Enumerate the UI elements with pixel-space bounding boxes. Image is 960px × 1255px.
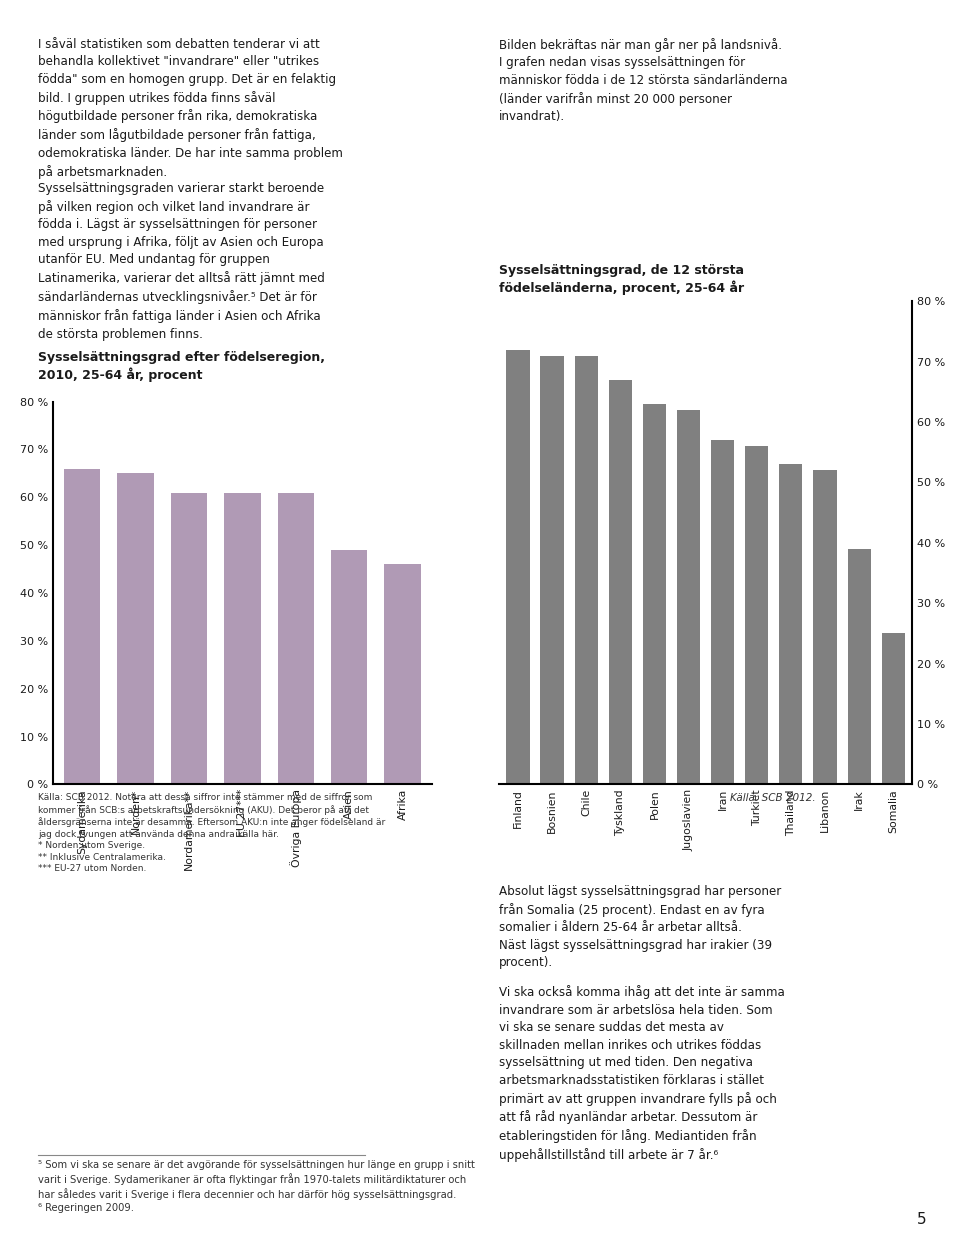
Bar [848,548,871,784]
Bar [813,471,836,784]
Bar [506,349,530,784]
Bar [331,550,368,784]
Bar [384,565,420,784]
Text: ⁵ Som vi ska se senare är det avgörande för sysselsättningen hur länge en grupp : ⁵ Som vi ska se senare är det avgörande … [38,1160,475,1214]
Bar [643,404,666,784]
Text: 5: 5 [917,1212,926,1227]
Bar [780,464,803,784]
Text: I såväl statistiken som debatten tenderar vi att
behandla kollektivet "invandrar: I såväl statistiken som debatten tendera… [38,38,344,178]
Text: Sysselsättningsgraden varierar starkt beroende
på vilken region och vilket land : Sysselsättningsgraden varierar starkt be… [38,182,325,340]
Bar [277,492,314,784]
Bar [711,441,734,784]
Text: Bilden bekräftas när man går ner på landsnivå.
I grafen nedan visas sysselsättni: Bilden bekräftas när man går ner på land… [499,38,788,123]
Bar [225,492,260,784]
Bar [540,355,564,784]
Text: Sysselsättningsgrad, de 12 största
födelseländerna, procent, 25-64 år: Sysselsättningsgrad, de 12 största födel… [499,264,744,295]
Text: Sysselsättningsgrad efter födelseregion,
2010, 25-64 år, procent: Sysselsättningsgrad efter födelseregion,… [38,351,325,383]
Bar [575,355,598,784]
Bar [609,380,632,784]
Bar [117,473,154,784]
Text: Källa: SCB 2012.: Källa: SCB 2012. [730,793,815,803]
Text: Källa: SCB 2012. Notera att dessa siffror inte stämmer med de siffror som
kommer: Källa: SCB 2012. Notera att dessa siffro… [38,793,386,873]
Bar [745,447,768,784]
Bar [64,468,101,784]
Bar [677,410,700,784]
Bar [171,492,207,784]
Text: Vi ska också komma ihåg att det inte är samma
invandrare som är arbetslösa hela : Vi ska också komma ihåg att det inte är … [499,985,785,1162]
Text: Absolut lägst sysselsättningsgrad har personer
från Somalia (25 procent). Endast: Absolut lägst sysselsättningsgrad har pe… [499,885,781,969]
Bar [881,634,905,784]
